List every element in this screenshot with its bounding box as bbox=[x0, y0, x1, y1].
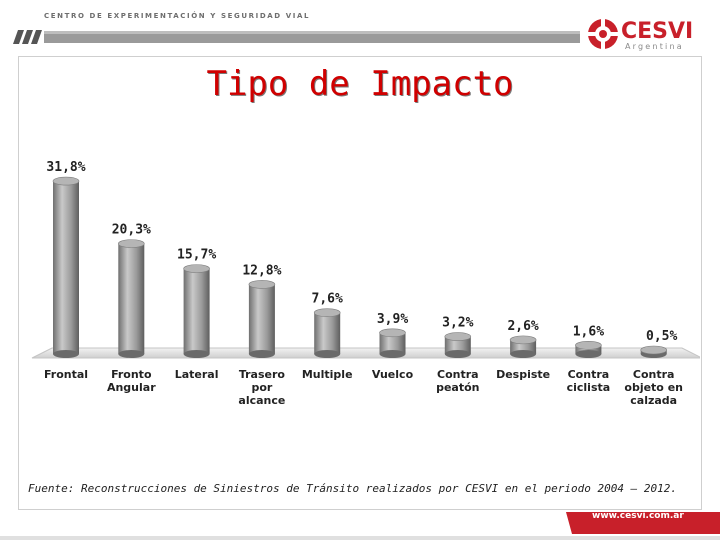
category-label-line: por bbox=[251, 381, 272, 394]
bar bbox=[52, 176, 80, 358]
category-label-line: Angular bbox=[107, 381, 156, 394]
category-label: Contra peatón bbox=[436, 368, 479, 394]
top-banner: CENTRO DE EXPERIMENTACIÓN Y SEGURIDAD VI… bbox=[0, 0, 720, 26]
category-label: Trasero por alcance bbox=[238, 368, 285, 407]
chart-title: Tipo de Impacto bbox=[206, 64, 514, 104]
category-label: Frontal bbox=[44, 368, 88, 381]
category-label: Contra ciclista bbox=[567, 368, 611, 394]
bar bbox=[183, 264, 210, 358]
bar bbox=[444, 332, 472, 358]
data-label: 31,8% bbox=[46, 160, 85, 175]
category-label-line: ciclista bbox=[567, 381, 611, 394]
header-stripe bbox=[13, 30, 580, 44]
bar bbox=[248, 280, 276, 358]
bar bbox=[640, 345, 668, 358]
category-label: Multiple bbox=[302, 368, 353, 381]
category-label-line: Contra bbox=[633, 368, 675, 381]
category-label: Vuelco bbox=[372, 368, 414, 381]
organization-name: CENTRO DE EXPERIMENTACIÓN Y SEGURIDAD VI… bbox=[44, 12, 311, 20]
category-label-line: Contra bbox=[568, 368, 610, 381]
source-note: Fuente: Reconstrucciones de Siniestros d… bbox=[28, 482, 678, 495]
category-label-line: alcance bbox=[238, 394, 285, 407]
category-label-line: Vuelco bbox=[372, 368, 414, 381]
data-label: 3,9% bbox=[377, 312, 408, 327]
bar-chart: 31,8% 20,3% 15,7% 12,8% 7,6% 3,9% 3,2% 2,6% 1,6%… bbox=[31, 160, 700, 407]
logo-subtext: Argentina bbox=[625, 42, 684, 51]
logo-emblem-icon bbox=[587, 18, 619, 50]
category-label-line: objeto en bbox=[624, 381, 683, 394]
bar bbox=[509, 335, 537, 358]
category-label-line: Multiple bbox=[302, 368, 353, 381]
footer-bar bbox=[0, 512, 720, 540]
bar bbox=[575, 341, 602, 358]
category-label-line: peatón bbox=[436, 381, 479, 394]
website-link[interactable]: www.cesvi.com.ar bbox=[592, 511, 684, 521]
category-label-line: Contra bbox=[437, 368, 479, 381]
data-label: 2,6% bbox=[507, 319, 538, 334]
cesvi-logo: CESVI Argentina bbox=[587, 18, 693, 51]
data-label: 15,7% bbox=[177, 248, 216, 263]
category-label: Contra objeto en calzada bbox=[624, 368, 683, 407]
data-label: 20,3% bbox=[112, 223, 151, 238]
data-label: 12,8% bbox=[242, 263, 281, 278]
data-label: 0,5% bbox=[646, 329, 677, 344]
category-label-line: Lateral bbox=[175, 368, 219, 381]
data-label: 1,6% bbox=[573, 324, 604, 339]
category-label: Lateral bbox=[175, 368, 219, 381]
bar bbox=[379, 328, 406, 358]
category-label-line: Despiste bbox=[496, 368, 550, 381]
category-label: Fronto Angular bbox=[107, 368, 156, 394]
category-label-line: calzada bbox=[630, 394, 677, 407]
category-label-line: Frontal bbox=[44, 368, 88, 381]
category-label: Despiste bbox=[496, 368, 550, 381]
data-label: 7,6% bbox=[312, 292, 343, 307]
category-label-line: Trasero bbox=[239, 368, 286, 381]
bar bbox=[313, 308, 341, 358]
bar bbox=[118, 239, 145, 358]
category-label-line: Fronto bbox=[111, 368, 152, 381]
logo-wordmark: CESVI bbox=[621, 19, 693, 44]
data-label: 3,2% bbox=[442, 316, 473, 331]
